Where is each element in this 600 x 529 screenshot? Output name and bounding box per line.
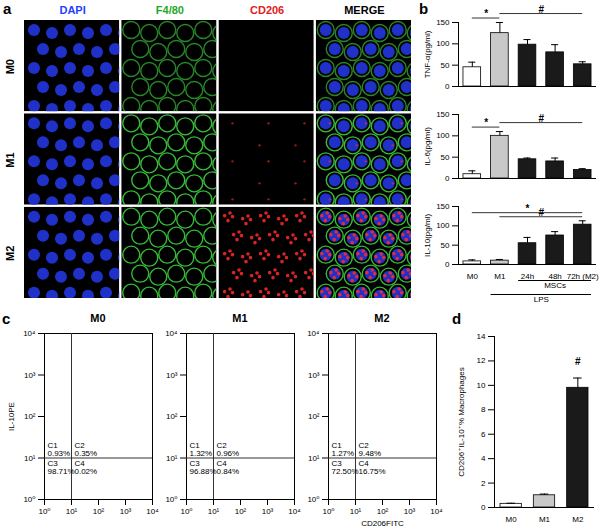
svg-text:150: 150 <box>436 18 450 27</box>
svg-text:10⁴: 10⁴ <box>288 507 301 516</box>
svg-text:C372.50%: C372.50% <box>332 459 359 476</box>
svg-text:C20.35%: C20.35% <box>75 441 98 458</box>
svg-text:M2: M2 <box>4 246 16 261</box>
svg-text:M1: M1 <box>494 272 506 281</box>
svg-text:10²: 10² <box>166 412 178 421</box>
svg-text:CD206⁺IL-10⁺% Macrophages: CD206⁺IL-10⁺% Macrophages <box>457 367 466 476</box>
html-text:M0: M0 <box>90 312 106 324</box>
svg-text:C29.48%: C29.48% <box>359 441 382 458</box>
svg-text:10⁰: 10⁰ <box>180 507 192 516</box>
svg-text:0: 0 <box>445 82 450 91</box>
svg-text:0: 0 <box>481 503 486 512</box>
svg-text:150: 150 <box>436 110 450 119</box>
svg-text:72h (M2): 72h (M2) <box>567 272 599 281</box>
svg-text:50: 50 <box>441 61 450 70</box>
svg-text:0: 0 <box>445 174 450 183</box>
svg-text:#: # <box>539 113 545 124</box>
svg-text:M0: M0 <box>506 515 518 524</box>
svg-text:48h: 48h <box>548 272 561 281</box>
svg-text:C416.75%: C416.75% <box>359 459 386 476</box>
svg-text:24h: 24h <box>521 272 534 281</box>
svg-text:C40.84%: C40.84% <box>217 459 240 476</box>
svg-text:IL-10PE: IL-10PE <box>7 402 16 431</box>
svg-text:100: 100 <box>436 39 450 48</box>
svg-text:0: 0 <box>445 260 450 269</box>
svg-text:C398.71%: C398.71% <box>48 459 75 476</box>
svg-text:10⁴: 10⁴ <box>430 507 443 516</box>
html-text:d: d <box>452 310 462 327</box>
svg-text:C40.02%: C40.02% <box>75 459 98 476</box>
svg-text:*: * <box>526 203 530 214</box>
svg-text:M1: M1 <box>4 152 16 167</box>
svg-text:10¹: 10¹ <box>350 507 362 516</box>
svg-text:LPS: LPS <box>534 295 549 304</box>
svg-text:4: 4 <box>481 454 486 463</box>
svg-text:10²: 10² <box>377 507 389 516</box>
svg-text:C11.27%: C11.27% <box>332 441 355 458</box>
svg-text:a: a <box>3 0 12 17</box>
svg-text:IL-6(pg/ml): IL-6(pg/ml) <box>423 127 432 166</box>
svg-text:10³: 10³ <box>24 371 36 380</box>
svg-text:CD206FITC: CD206FITC <box>361 519 404 528</box>
svg-text:*: * <box>484 117 488 128</box>
svg-text:#: # <box>539 4 545 15</box>
svg-text:10²: 10² <box>93 507 105 516</box>
svg-text:10²: 10² <box>235 507 247 516</box>
svg-text:M1: M1 <box>539 515 551 524</box>
svg-text:10³: 10³ <box>404 507 416 516</box>
svg-text:14: 14 <box>477 332 486 341</box>
svg-text:100: 100 <box>436 221 450 230</box>
svg-text:10⁰: 10⁰ <box>322 507 334 516</box>
svg-text:C396.88%: C396.88% <box>190 459 217 476</box>
svg-text:C10.93%: C10.93% <box>48 441 71 458</box>
svg-text:50: 50 <box>441 241 450 250</box>
svg-text:6: 6 <box>481 430 486 439</box>
svg-text:F4/80: F4/80 <box>156 4 184 16</box>
svg-text:M0: M0 <box>4 59 16 74</box>
html-text:M2: M2 <box>374 312 390 324</box>
svg-text:10³: 10³ <box>120 507 132 516</box>
svg-text:MSCs: MSCs <box>544 281 566 290</box>
svg-text:MERGE: MERGE <box>344 4 384 16</box>
svg-text:12: 12 <box>477 356 486 365</box>
svg-text:10³: 10³ <box>166 371 178 380</box>
svg-text:10⁰: 10⁰ <box>165 495 177 504</box>
svg-text:10²: 10² <box>24 412 36 421</box>
html-text:M1: M1 <box>232 312 248 324</box>
html-text:c: c <box>2 310 11 327</box>
svg-text:C20.96%: C20.96% <box>217 441 240 458</box>
svg-text:10⁴: 10⁴ <box>146 507 159 516</box>
html-text:b: b <box>419 0 429 17</box>
svg-text:10¹: 10¹ <box>66 507 78 516</box>
svg-text:10⁴: 10⁴ <box>165 329 178 338</box>
svg-text:10¹: 10¹ <box>166 454 178 463</box>
svg-text:100: 100 <box>436 131 450 140</box>
svg-text:IL-10(pg/ml): IL-10(pg/ml) <box>423 214 432 257</box>
svg-text:10¹: 10¹ <box>308 454 320 463</box>
svg-text:M2: M2 <box>572 515 584 524</box>
svg-text:#: # <box>575 356 581 367</box>
svg-text:10¹: 10¹ <box>24 454 36 463</box>
svg-text:50: 50 <box>441 153 450 162</box>
svg-text:10¹: 10¹ <box>208 507 220 516</box>
svg-text:10⁰: 10⁰ <box>38 507 50 516</box>
svg-text:TNF-α(pg/ml): TNF-α(pg/ml) <box>423 30 432 78</box>
svg-text:8: 8 <box>481 405 486 414</box>
svg-text:DAPI: DAPI <box>59 4 85 16</box>
svg-text:*: * <box>484 8 488 19</box>
svg-text:M0: M0 <box>467 272 479 281</box>
svg-text:CD206: CD206 <box>250 4 284 16</box>
svg-text:10⁰: 10⁰ <box>307 495 319 504</box>
svg-text:10⁴: 10⁴ <box>307 329 320 338</box>
svg-text:10³: 10³ <box>262 507 274 516</box>
svg-text:2: 2 <box>481 479 486 488</box>
svg-text:10⁰: 10⁰ <box>23 495 35 504</box>
svg-text:10⁴: 10⁴ <box>23 329 36 338</box>
svg-text:10³: 10³ <box>308 371 320 380</box>
svg-text:10²: 10² <box>308 412 320 421</box>
svg-text:150: 150 <box>436 202 450 211</box>
svg-text:10: 10 <box>477 381 486 390</box>
svg-text:C11.32%: C11.32% <box>190 441 213 458</box>
svg-text:#: # <box>539 207 545 218</box>
